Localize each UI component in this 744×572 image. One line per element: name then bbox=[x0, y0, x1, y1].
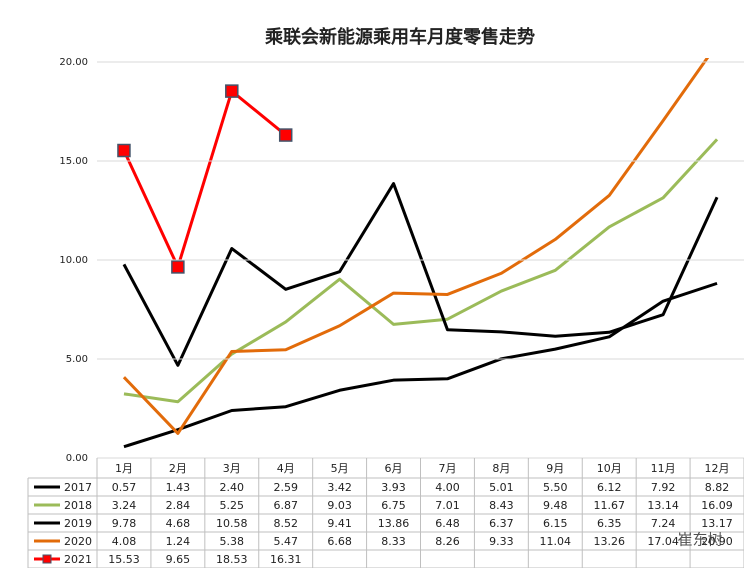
table-value: 9.48 bbox=[543, 499, 568, 512]
x-tick-label: 5月 bbox=[331, 462, 349, 475]
table-value: 1.24 bbox=[166, 535, 191, 548]
series-line bbox=[123, 138, 719, 404]
table-value: 2.84 bbox=[166, 499, 191, 512]
table-value: 2.40 bbox=[220, 481, 245, 494]
table-value: 8.82 bbox=[705, 481, 730, 494]
table-value: 13.14 bbox=[647, 499, 679, 512]
y-tick-label: 5.00 bbox=[66, 354, 88, 365]
y-tick-label: 20.00 bbox=[59, 57, 88, 68]
table-value: 3.24 bbox=[112, 499, 137, 512]
x-tick-label: 4月 bbox=[277, 462, 295, 475]
table-value: 5.47 bbox=[273, 535, 298, 548]
marker bbox=[278, 128, 293, 142]
x-tick-label: 6月 bbox=[385, 462, 403, 475]
table-value: 6.12 bbox=[597, 481, 622, 494]
legend-label: 2020 bbox=[64, 535, 92, 548]
table-value: 4.68 bbox=[166, 517, 191, 530]
legend-marker bbox=[42, 554, 52, 564]
table-value: 10.58 bbox=[216, 517, 248, 530]
y-tick-label: 0.00 bbox=[66, 453, 88, 464]
table-value: 1.43 bbox=[166, 481, 191, 494]
table-value: 2.59 bbox=[273, 481, 298, 494]
table-value: 7.24 bbox=[651, 517, 676, 530]
table-value: 13.17 bbox=[701, 517, 733, 530]
table-value: 6.15 bbox=[543, 517, 568, 530]
table-value: 4.08 bbox=[112, 535, 137, 548]
table-value: 0.57 bbox=[112, 481, 137, 494]
table-value: 11.67 bbox=[593, 499, 625, 512]
table-value: 9.41 bbox=[327, 517, 352, 530]
table-value: 7.01 bbox=[435, 499, 460, 512]
legend-label: 2021 bbox=[64, 553, 92, 566]
x-tick-label: 8月 bbox=[492, 462, 510, 475]
table-value: 16.31 bbox=[270, 553, 302, 566]
table-value: 13.86 bbox=[378, 517, 410, 530]
table-value: 5.50 bbox=[543, 481, 568, 494]
table-value: 9.03 bbox=[327, 499, 352, 512]
table-value: 9.33 bbox=[489, 535, 514, 548]
y-tick-label: 15.00 bbox=[59, 156, 88, 167]
table-value: 6.35 bbox=[597, 517, 622, 530]
table-value: 6.68 bbox=[327, 535, 352, 548]
marker bbox=[117, 143, 131, 158]
table-value: 3.93 bbox=[381, 481, 406, 494]
x-tick-label: 12月 bbox=[705, 462, 730, 475]
table-value: 4.00 bbox=[435, 481, 460, 494]
series-line bbox=[123, 281, 718, 449]
table-value: 6.75 bbox=[381, 499, 406, 512]
marker bbox=[171, 260, 185, 274]
legend-label: 2018 bbox=[64, 499, 92, 512]
table-value: 11.04 bbox=[540, 535, 572, 548]
x-tick-label: 3月 bbox=[223, 462, 241, 475]
table-value: 13.26 bbox=[593, 535, 625, 548]
table-value: 7.92 bbox=[651, 481, 676, 494]
chart-title: 乘联会新能源乘用车月度零售走势 bbox=[264, 26, 535, 48]
table-value: 9.78 bbox=[112, 517, 137, 530]
series-line bbox=[122, 182, 719, 367]
x-tick-label: 11月 bbox=[651, 462, 676, 475]
y-tick-label: 10.00 bbox=[59, 255, 88, 266]
table-value: 20.90 bbox=[701, 535, 733, 548]
table-value: 3.42 bbox=[327, 481, 352, 494]
plot-area bbox=[117, 58, 719, 449]
table-value: 18.53 bbox=[216, 553, 248, 566]
table-value: 5.38 bbox=[220, 535, 245, 548]
table-value: 8.43 bbox=[489, 499, 514, 512]
table-value: 5.01 bbox=[489, 481, 514, 494]
legend-label: 2017 bbox=[64, 481, 92, 494]
table-value: 9.65 bbox=[166, 553, 191, 566]
table-value: 17.04 bbox=[647, 535, 679, 548]
x-tick-label: 2月 bbox=[169, 462, 187, 475]
table-value: 6.37 bbox=[489, 517, 514, 530]
table-value: 6.48 bbox=[435, 517, 460, 530]
series-line bbox=[122, 89, 287, 269]
table-value: 5.25 bbox=[220, 499, 245, 512]
table-value: 15.53 bbox=[108, 553, 140, 566]
legend-label: 2019 bbox=[64, 517, 92, 530]
table-value: 8.33 bbox=[381, 535, 406, 548]
x-tick-label: 10月 bbox=[597, 462, 622, 475]
x-tick-label: 9月 bbox=[546, 462, 564, 475]
watermark: 崔东树 bbox=[677, 531, 722, 549]
table-value: 8.52 bbox=[273, 517, 298, 530]
marker bbox=[225, 84, 239, 98]
table-value: 8.26 bbox=[435, 535, 460, 548]
x-tick-label: 1月 bbox=[115, 462, 133, 475]
table-value: 16.09 bbox=[701, 499, 733, 512]
series-line bbox=[122, 58, 710, 435]
table-value: 6.87 bbox=[273, 499, 298, 512]
x-tick-label: 7月 bbox=[438, 462, 456, 475]
